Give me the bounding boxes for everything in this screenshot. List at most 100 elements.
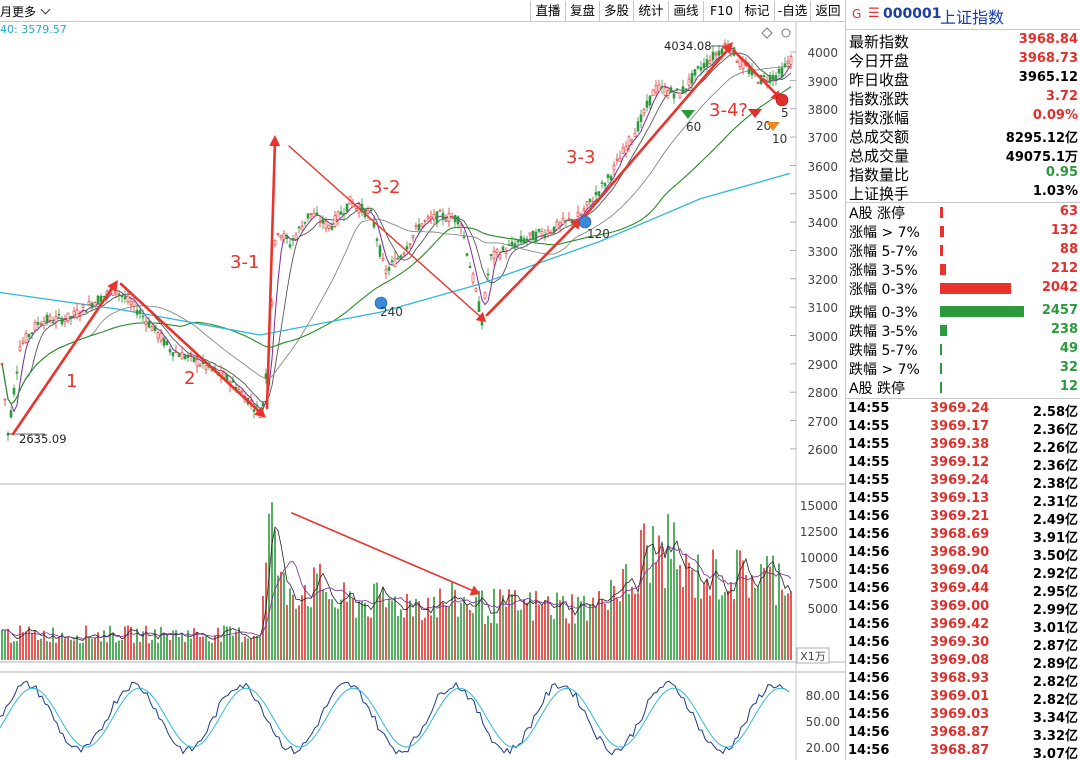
tick-time: 14:55 [848,491,890,506]
period-fragment[interactable]: 月 [0,5,13,19]
volume-tick: 7500 [807,577,838,591]
group-badge[interactable]: G [852,7,862,21]
stat-row: 总成交额 8295.12亿 [846,126,1080,146]
btn-f10[interactable]: F10 [703,1,739,21]
diamond-icon[interactable] [761,27,773,39]
stat-row: 昨日收盘 3965.12 [846,69,1080,89]
stat-row: 指数涨跌 3.72 [846,88,1080,108]
price-tick: 3500 [807,188,838,202]
wave-label-3-2: 3-2 [371,177,400,198]
tick-price: 3969.30 [930,635,990,650]
osc-tick: 50.00 [806,715,840,729]
tick-volume: 2.87亿 [1032,639,1078,654]
breadth-bar [940,382,942,393]
tick-price: 3969.12 [930,455,990,470]
breadth-bar [940,207,943,218]
breadth-count: 2457 [1041,303,1078,318]
kline-chart[interactable]: 4000 3900 3800 3700 3600 3500 3400 3300 … [0,22,845,760]
tick-time: 14:56 [848,599,890,614]
btn-multi-stock[interactable]: 多股 [599,1,633,21]
btn-mark[interactable]: 标记 [739,1,774,21]
stat-row: 今日开盘 3968.73 [846,50,1080,70]
tick-row: 14:55 3969.38 2.26亿 [846,436,1080,456]
menu-icon[interactable]: ☰ [868,6,880,21]
breadth-count: 12 [1059,379,1078,394]
marker-label-240: 240 [380,305,403,319]
breadth-row-down: A股 跌停 12 [846,378,1080,397]
tick-row: 14:56 3969.21 2.49亿 [846,508,1080,528]
osc-tick: 20.00 [806,741,840,755]
tick-time: 14:56 [848,617,890,632]
breadth-row-up: A股 涨停 63 [846,203,1080,222]
marker-label-120: 120 [587,227,610,241]
price-tick: 2600 [807,443,838,457]
more-menu[interactable]: 更多 [12,3,51,20]
btn-live[interactable]: 直播 [530,1,565,21]
tick-row: 14:56 3968.93 2.82亿 [846,670,1080,690]
wave-label-3-3: 3-3 [566,147,595,168]
tick-row: 14:56 3968.87 3.07亿 [846,742,1080,760]
breadth-label: 涨幅 0-3% [849,282,918,298]
ma240-marker [374,296,388,310]
tick-volume: 2.31亿 [1032,495,1078,510]
tick-time: 14:55 [848,473,890,488]
tick-price: 3969.17 [930,419,990,434]
marker-label-20: 20 [756,119,771,133]
btn-review[interactable]: 复盘 [565,1,599,21]
price-tick: 3300 [807,245,838,259]
breadth-label: 跌幅 > 7% [849,362,920,378]
tick-volume: 2.38亿 [1032,477,1078,492]
stat-value: 3965.12 [1018,70,1078,85]
tick-volume: 2.95亿 [1032,585,1078,600]
stat-label: 总成交额 [849,128,910,146]
stat-row: 指数量比 0.95 [846,164,1080,184]
breadth-count: 49 [1059,341,1078,356]
quote-header: G ☰ 000001 上证指数 [846,0,1080,30]
stat-row: 指数涨幅 0.09% [846,107,1080,127]
stat-label: 上证换手 [849,185,910,203]
index-name: 上证指数 [940,8,1005,27]
arrowhead-icon [469,585,480,596]
chevron-down-icon [40,4,51,15]
stat-value: 0.09% [1032,108,1078,123]
tick-price: 3969.42 [930,617,990,632]
wave-2-arrow [119,282,265,417]
breadth-count: 212 [1050,261,1078,276]
price-tick: 2800 [807,386,838,400]
tick-time: 14:55 [848,401,890,416]
ma20-marker [748,109,762,118]
btn-back[interactable]: 返回 [810,1,845,21]
stat-row: 总成交量 49075.1万 [846,145,1080,165]
tick-row: 14:56 3968.90 3.50亿 [846,544,1080,564]
tick-row: 14:56 3969.08 2.89亿 [846,652,1080,672]
circle-icon[interactable] [781,28,791,38]
tick-row: 14:56 3968.69 3.91亿 [846,526,1080,546]
wave-1-arrow [11,282,117,436]
btn-draw-line[interactable]: 画线 [668,1,703,21]
stat-value: 3968.84 [1018,32,1078,47]
tick-price: 3969.08 [930,653,990,668]
tick-row: 14:55 3969.13 2.31亿 [846,490,1080,510]
wave-label-1: 1 [66,371,77,392]
tick-time: 14:56 [848,545,890,560]
low-price-label: 2635.09 [19,432,67,446]
tick-row: 14:56 3969.30 2.87亿 [846,634,1080,654]
stat-value: 3968.73 [1018,51,1078,66]
marker-label-60: 60 [686,120,701,134]
btn-stats[interactable]: 统计 [633,1,668,21]
volume-tick: 15000 [800,499,838,513]
osc-tick: 80.00 [806,689,840,703]
breadth-row-up: 涨幅 3-5% 212 [846,260,1080,279]
ma-markers: 240 120 60 20 10 5 [374,93,789,319]
tick-price: 3969.04 [930,563,990,578]
breadth-label: 跌幅 3-5% [849,324,918,340]
tick-volume: 2.58亿 [1032,405,1078,420]
wave-3-4-arrow [732,49,782,100]
stat-value: 1.03% [1032,184,1078,199]
wave-annotations [11,44,782,593]
breadth-count: 2042 [1041,280,1078,295]
btn-remove-watchlist[interactable]: -自选 [774,1,810,21]
index-code: 000001 [883,6,942,22]
tick-time: 14:56 [848,635,890,650]
tick-time: 14:56 [848,527,890,542]
